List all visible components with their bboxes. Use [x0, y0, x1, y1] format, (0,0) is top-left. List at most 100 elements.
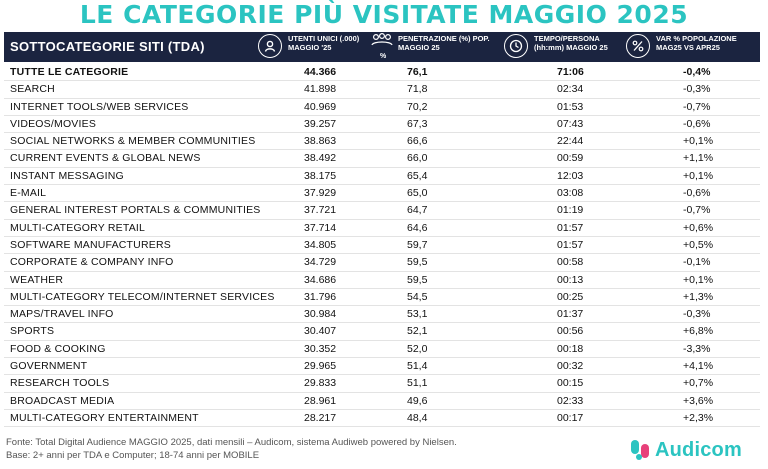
cell-variation: +0,1%	[683, 273, 714, 286]
cell-penetration: 49,6	[407, 394, 428, 407]
percent-people-icon	[626, 34, 650, 58]
cell-subcategory: GOVERNMENT	[10, 360, 88, 373]
audicom-logo-icon	[628, 438, 652, 462]
cell-variation: +0,1%	[683, 135, 714, 148]
header-variation: VAR % POPOLAZIONE MAG25 VS APR25	[656, 34, 737, 52]
footer-base: Base: 2+ anni per TDA e Computer; 18-74 …	[6, 450, 260, 461]
table-row: SOCIAL NETWORKS & MEMBER COMMUNITIES 38.8…	[4, 133, 760, 151]
cell-users: 34.686	[304, 273, 337, 286]
table-row: SEARCH 41.898 71,8 02:34 -0,3%	[4, 81, 760, 99]
cell-users: 37.929	[304, 187, 337, 200]
footer-notes: Fonte: Total Digital Audience MAGGIO 202…	[6, 436, 457, 462]
cell-variation: -0,3%	[683, 308, 711, 321]
cell-time: 00:56	[557, 325, 584, 338]
table-row: GOVERNMENT 29.965 51,4 00:32 +4,1%	[4, 358, 760, 376]
cell-subcategory: SOFTWARE MANUFACTURERS	[10, 238, 171, 251]
cell-users: 44.366	[304, 66, 337, 78]
table-row: TUTTE LE CATEGORIE 44.366 76,1 71:06 -0,4%	[4, 64, 760, 82]
cell-time: 07:43	[557, 117, 584, 130]
cell-subcategory: MULTI-CATEGORY RETAIL	[10, 221, 146, 234]
cell-users: 31.796	[304, 290, 337, 303]
cell-subcategory: SOCIAL NETWORKS & MEMBER COMMUNITIES	[10, 135, 256, 148]
cell-time: 03:08	[557, 187, 584, 200]
cell-subcategory: TUTTE LE CATEGORIE	[10, 66, 129, 78]
cell-time: 01:57	[557, 221, 584, 234]
cell-subcategory: SPORTS	[10, 325, 55, 338]
cell-subcategory: INSTANT MESSAGING	[10, 169, 124, 182]
table-row: SOFTWARE MANUFACTURERS 34.805 59,7 01:57 +0,…	[4, 237, 760, 255]
table-body: TUTTE LE CATEGORIE 44.366 76,1 71:06 -0,4% SE…	[4, 64, 760, 428]
cell-penetration: 65,0	[407, 187, 428, 200]
header-penetration: PENETRAZIONE (%) POP. MAGGIO 25	[398, 34, 490, 52]
cell-users: 41.898	[304, 83, 337, 96]
header-subcategories: SOTTOCATEGORIE SITI (TDA)	[10, 39, 205, 54]
cell-penetration: 48,4	[407, 411, 428, 424]
cell-time: 01:37	[557, 308, 584, 321]
cell-time: 12:03	[557, 169, 584, 182]
cell-variation: +1,1%	[683, 152, 714, 165]
cell-variation: +6,8%	[683, 325, 714, 338]
cell-time: 01:57	[557, 238, 584, 251]
group-percent-icon	[370, 32, 394, 56]
page-title: LE CATEGORIE PIÙ VISITATE MAGGIO 2025	[79, 0, 689, 29]
cell-penetration: 66,6	[407, 135, 428, 148]
cell-subcategory: CORPORATE & COMPANY INFO	[10, 256, 174, 269]
cell-users: 37.714	[304, 221, 337, 234]
cell-users: 34.729	[304, 256, 337, 269]
cell-time: 02:33	[557, 394, 584, 407]
audicom-logo: Audicom	[628, 438, 742, 462]
cell-penetration: 59,7	[407, 238, 428, 251]
cell-penetration: 67,3	[407, 117, 428, 130]
cell-users: 30.352	[304, 342, 337, 355]
cell-variation: +0,7%	[683, 377, 714, 390]
cell-variation: +3,6%	[683, 394, 714, 407]
cell-time: 00:59	[557, 152, 584, 165]
cell-subcategory: MAPS/TRAVEL INFO	[10, 308, 114, 321]
table-row: RESEARCH TOOLS 29.833 51,1 00:15 +0,7%	[4, 375, 760, 393]
table-header: SOTTOCATEGORIE SITI (TDA) UTENTI UNICI (…	[4, 32, 760, 62]
table-row: MULTI-CATEGORY RETAIL 37.714 64,6 01:57 +0,6…	[4, 220, 760, 237]
cell-variation: -0,4%	[683, 66, 711, 78]
cell-variation: +0,1%	[683, 169, 714, 182]
cell-penetration: 59,5	[407, 256, 428, 269]
user-circle-icon	[258, 34, 282, 58]
cell-users: 38.175	[304, 169, 337, 182]
cell-time: 00:32	[557, 360, 584, 373]
cell-users: 29.833	[304, 377, 337, 390]
cell-penetration: 54,5	[407, 290, 428, 303]
table-row: CORPORATE & COMPANY INFO 34.729 59,5 00:58 -…	[4, 254, 760, 272]
cell-users: 30.984	[304, 308, 337, 321]
cell-penetration: 51,1	[407, 377, 428, 390]
cell-penetration: 59,5	[407, 273, 428, 286]
footer-source: Fonte: Total Digital Audience MAGGIO 202…	[6, 437, 457, 448]
header-users: UTENTI UNICI (.000) MAGGIO '25	[288, 34, 360, 52]
cell-time: 00:13	[557, 273, 584, 286]
table-row: MAPS/TRAVEL INFO 30.984 53,1 01:37 -0,3%	[4, 306, 760, 324]
cell-time: 00:25	[557, 290, 584, 303]
table-row: INTERNET TOOLS/WEB SERVICES 40.969 70,2 01:…	[4, 99, 760, 116]
cell-users: 29.965	[304, 360, 337, 373]
cell-penetration: 64,7	[407, 204, 428, 217]
cell-penetration: 52,1	[407, 325, 428, 338]
cell-users: 28.961	[304, 394, 337, 407]
cell-penetration: 76,1	[407, 66, 428, 78]
cell-subcategory: WEATHER	[10, 273, 64, 286]
cell-time: 01:53	[557, 100, 584, 113]
cell-time: 02:34	[557, 83, 584, 96]
table-row: GENERAL INTEREST PORTALS & COMMUNITIES 37…	[4, 202, 760, 220]
cell-variation: -0,6%	[683, 187, 711, 200]
cell-variation: -0,6%	[683, 117, 711, 130]
cell-subcategory: FOOD & COOKING	[10, 342, 106, 355]
cell-variation: +0,5%	[683, 238, 714, 251]
cell-time: 00:17	[557, 411, 584, 424]
cell-variation: +0,6%	[683, 221, 714, 234]
cell-penetration: 66,0	[407, 152, 428, 165]
table-row: E-MAIL 37.929 65,0 03:08 -0,6%	[4, 185, 760, 203]
cell-variation: +1,3%	[683, 290, 714, 303]
table-row: INSTANT MESSAGING 38.175 65,4 12:03 +0,1%	[4, 168, 760, 186]
cell-penetration: 70,2	[407, 100, 428, 113]
cell-users: 28.217	[304, 411, 337, 424]
cell-variation: -3,3%	[683, 342, 711, 355]
cell-subcategory: CURRENT EVENTS & GLOBAL NEWS	[10, 152, 201, 165]
cell-users: 39.257	[304, 117, 337, 130]
